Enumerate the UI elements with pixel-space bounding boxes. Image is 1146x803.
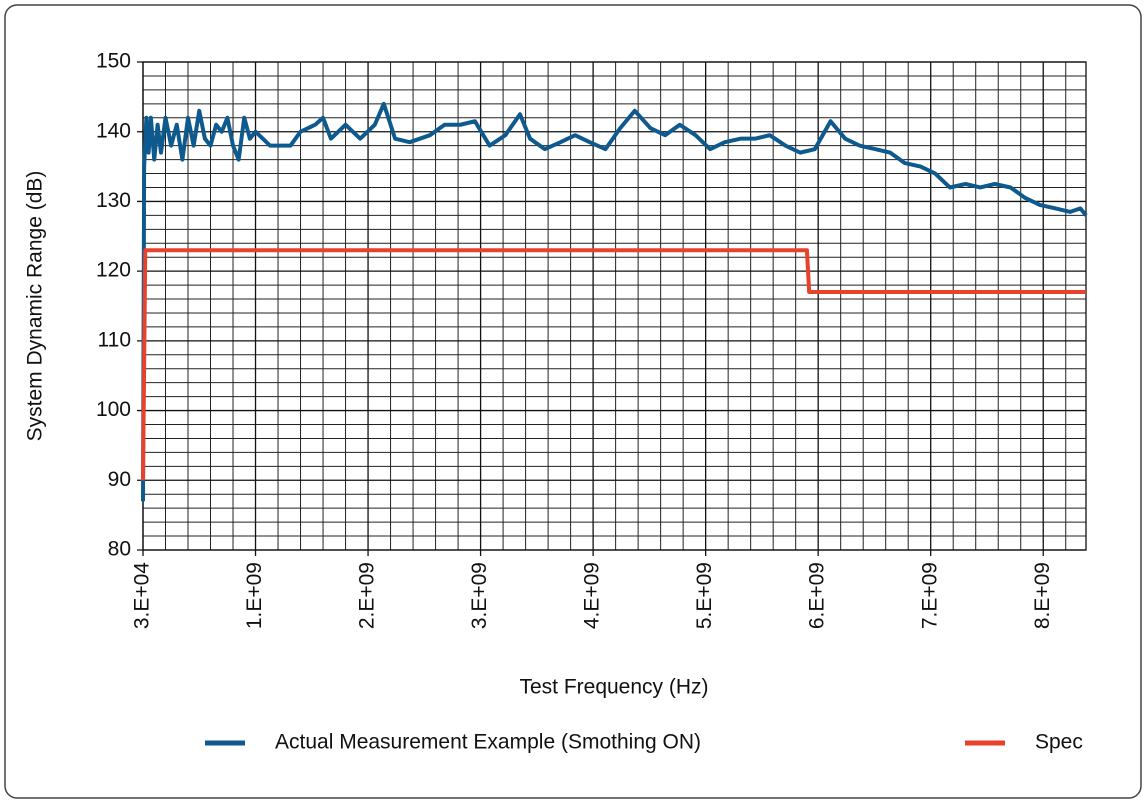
- y-axis-label: System Dynamic Range (dB): [24, 171, 47, 442]
- y-tick-label: 130: [96, 189, 131, 212]
- legend-label: Spec: [1035, 731, 1083, 754]
- x-tick-label: 5.E+09: [693, 562, 716, 629]
- x-tick-label: 8.E+09: [1031, 562, 1054, 629]
- x-tick-label: 7.E+09: [918, 562, 941, 629]
- x-tick-label: 1.E+09: [243, 562, 266, 629]
- x-tick-label: 3.E+04: [131, 562, 154, 629]
- x-axis-label: Test Frequency (Hz): [519, 676, 708, 699]
- y-tick-label: 90: [108, 468, 131, 491]
- y-tick-label: 110: [98, 328, 131, 351]
- x-tick-label: 6.E+09: [806, 562, 829, 629]
- x-tick-label: 2.E+09: [356, 562, 379, 629]
- legend-label: Actual Measurement Example (Smothing ON): [275, 731, 701, 754]
- y-tick-label: 100: [96, 398, 131, 421]
- y-tick-label: 80: [108, 538, 131, 561]
- x-tick-label: 4.E+09: [581, 562, 604, 629]
- series-line: [141, 101, 1088, 502]
- y-tick-label: 150: [96, 50, 131, 73]
- y-tick-label: 140: [96, 119, 131, 142]
- y-tick-label: 120: [96, 259, 131, 282]
- series-line: [141, 248, 1086, 481]
- x-tick-label: 3.E+09: [468, 562, 491, 629]
- frame: [4, 4, 1142, 799]
